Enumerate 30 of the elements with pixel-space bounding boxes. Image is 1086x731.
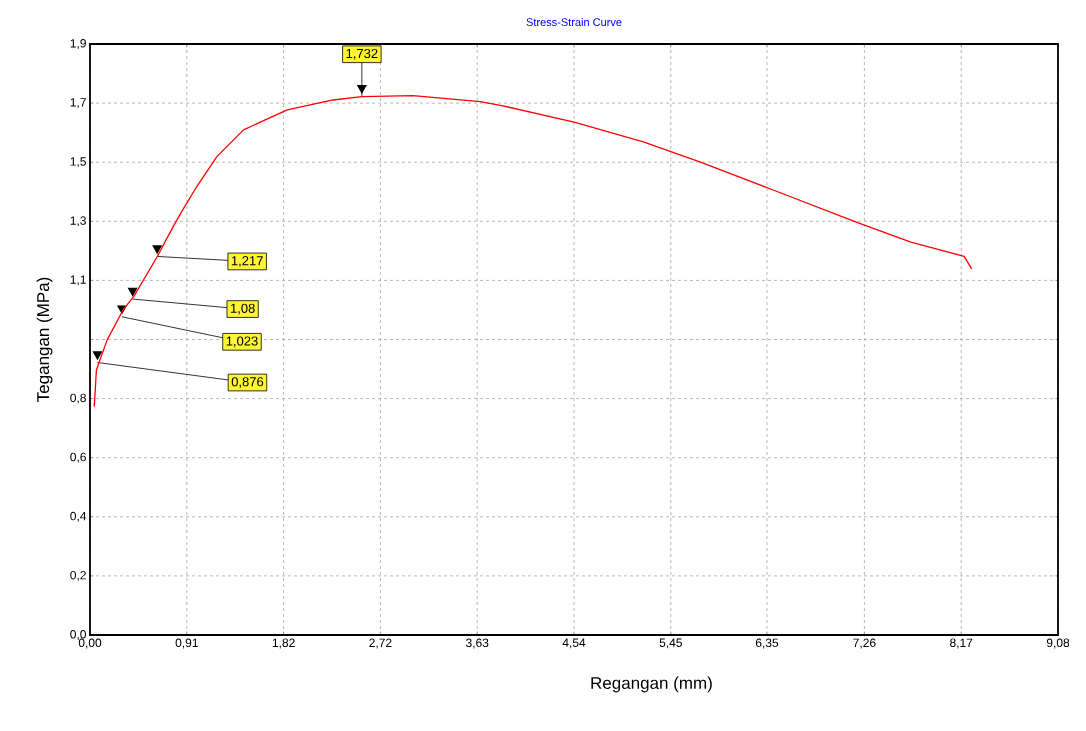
x-tick-label: 0,00 xyxy=(78,638,102,649)
x-tick-label: 9,08 xyxy=(1046,638,1070,649)
y-tick-label: 1,5 xyxy=(70,157,86,168)
y-tick-label: 1,7 xyxy=(70,98,86,108)
annotation: 1,08 xyxy=(230,303,255,315)
y-tick-label: 1,1 xyxy=(70,275,86,286)
x-tick-label: 0,91 xyxy=(175,638,198,649)
y-tick-label: 1,3 xyxy=(70,216,86,227)
y-tick-label: 0,8 xyxy=(70,393,86,404)
annotation: 1,217 xyxy=(231,256,263,267)
annotation: 1,023 xyxy=(226,336,258,348)
y-tick-label: 0,4 xyxy=(70,511,87,522)
x-tick-label: 7,26 xyxy=(853,638,876,649)
x-tick-label: 4,54 xyxy=(562,638,586,649)
y-tick-label: 0,6 xyxy=(70,452,86,463)
chart-title: Stress-Strain Curve xyxy=(526,17,622,27)
annotation: 1,732 xyxy=(346,48,378,60)
x-tick-label: 1,82 xyxy=(272,638,295,649)
x-tick-label: 2,72 xyxy=(369,638,392,649)
y-tick-label: 0,2 xyxy=(70,570,86,581)
x-tick-label: 5,45 xyxy=(659,638,682,649)
x-tick-label: 6,35 xyxy=(755,638,779,649)
y-tick-label: 1,9 xyxy=(70,39,86,49)
x-axis-title: Regangan (mm) xyxy=(591,676,712,693)
line-series xyxy=(93,94,973,408)
annotation: 0,876 xyxy=(231,377,264,388)
y-axis-title: Tegangan (MPa) xyxy=(36,277,53,402)
x-tick-label: 8,17 xyxy=(950,638,973,649)
y-tick-label: 0,0 xyxy=(70,630,87,640)
x-tick-label: 3,63 xyxy=(465,638,489,649)
